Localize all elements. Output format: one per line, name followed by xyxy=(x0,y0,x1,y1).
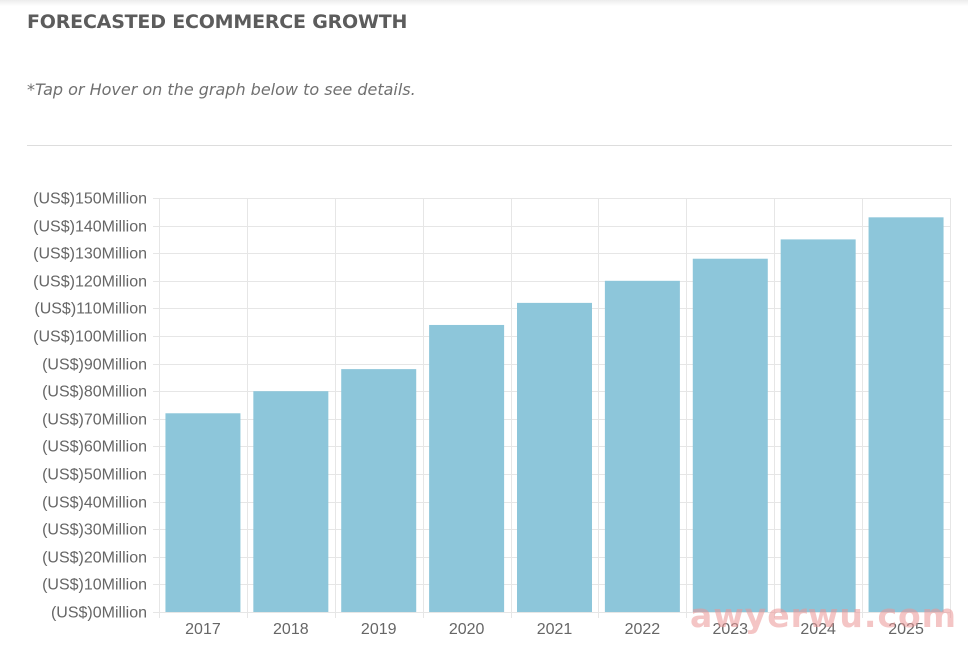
y-tick-label: (US$)90Million xyxy=(42,357,147,374)
y-tick-label: (US$)130Million xyxy=(33,246,147,263)
bar-2024[interactable] xyxy=(780,239,856,612)
x-tick-label: 2018 xyxy=(273,621,309,638)
y-tick-label: (US$)30Million xyxy=(42,522,147,539)
y-tick-label: (US$)20Million xyxy=(42,550,147,567)
x-tick-label: 2017 xyxy=(185,621,221,638)
x-axis-labels: 2017 2018 2019 2020 2021 2022 2023 2024 2025 xyxy=(185,621,924,638)
x-tick-label: 2019 xyxy=(361,621,397,638)
bars[interactable] xyxy=(165,217,944,612)
bar-2019[interactable] xyxy=(341,369,417,612)
y-tick-label: (US$)120Million xyxy=(33,274,147,291)
y-tick-label: (US$)50Million xyxy=(42,467,147,484)
y-tick-label: (US$)0Million xyxy=(51,605,147,622)
x-tick-label: 2023 xyxy=(712,621,748,638)
x-tick-label: 2025 xyxy=(888,621,924,638)
x-tick-label: 2024 xyxy=(800,621,836,638)
bar-2018[interactable] xyxy=(253,391,329,612)
bar-2021[interactable] xyxy=(517,302,592,612)
y-tick-label: (US$)70Million xyxy=(42,412,147,429)
chart-hint: *Tap or Hover on the graph below to see … xyxy=(27,80,416,99)
divider xyxy=(27,145,952,146)
y-axis-labels: (US$)0Million (US$)10Million (US$)20Millio… xyxy=(33,191,147,622)
top-shadow xyxy=(0,0,968,6)
bar-2023[interactable] xyxy=(692,258,768,612)
y-tick-label: (US$)40Million xyxy=(42,495,147,512)
bar-chart[interactable]: (US$)0Million (US$)10Million (US$)20Millio… xyxy=(0,180,968,648)
y-tick-label: (US$)10Million xyxy=(42,577,147,594)
x-tick-label: 2022 xyxy=(625,621,661,638)
bar-2022[interactable] xyxy=(604,280,680,612)
x-tick-label: 2020 xyxy=(449,621,485,638)
y-tick-label: (US$)60Million xyxy=(42,439,147,456)
watermark: awyerwu.com xyxy=(690,596,958,635)
y-tick-label: (US$)150Million xyxy=(33,191,147,208)
bar-2017[interactable] xyxy=(165,413,241,612)
bar-2020[interactable] xyxy=(429,324,505,612)
y-tick-label: (US$)140Million xyxy=(33,219,147,236)
y-tick-label: (US$)110Million xyxy=(34,301,147,318)
y-tick-label: (US$)100Million xyxy=(33,329,147,346)
y-tick-label: (US$)80Million xyxy=(42,384,147,401)
page-title: FORECASTED ECOMMERCE GROWTH xyxy=(27,11,408,33)
bar-2025[interactable] xyxy=(868,217,944,612)
x-tick-label: 2021 xyxy=(537,621,573,638)
